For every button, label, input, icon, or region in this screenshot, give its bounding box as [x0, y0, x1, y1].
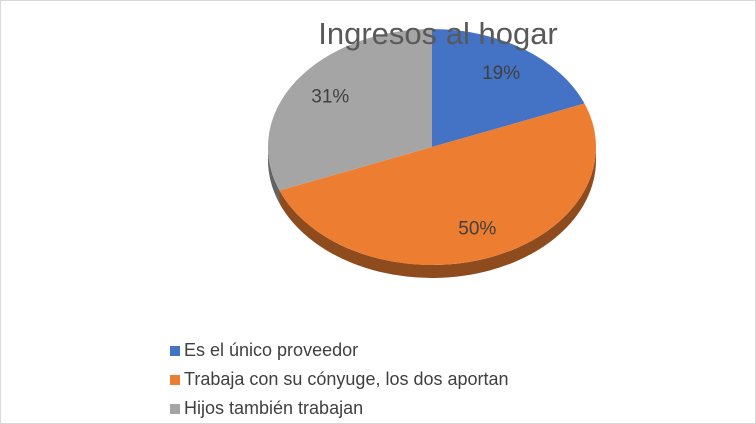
data-label: 31%	[311, 86, 349, 107]
pie-side	[268, 147, 280, 204]
data-label: 50%	[458, 218, 496, 239]
legend-label: Trabaja con su cónyuge, los dos aportan	[184, 369, 509, 389]
legend-swatch	[170, 346, 180, 356]
chart-title: Ingresos al hogar	[318, 16, 558, 51]
pie-slice	[279, 103, 596, 265]
legend-label: Hijos también trabajan	[184, 398, 363, 418]
pie-slice	[268, 29, 432, 191]
pie-slice	[432, 29, 585, 147]
legend-label: Es el único proveedor	[184, 340, 358, 360]
legend-swatch	[170, 404, 180, 414]
data-label: 19%	[482, 63, 520, 84]
legend-swatch	[170, 375, 180, 385]
